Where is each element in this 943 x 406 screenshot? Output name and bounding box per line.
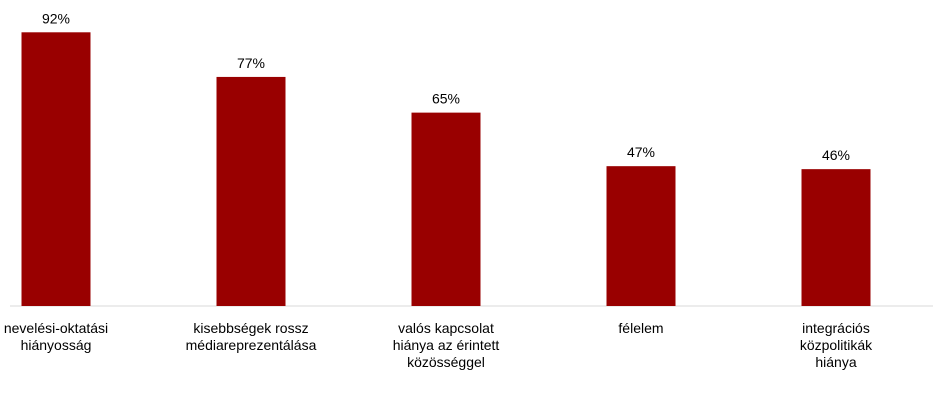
category-label-5: integrációs közpolitikák hiánya [799, 320, 873, 370]
bar-1 [21, 32, 91, 307]
category-label-4: félelem [618, 320, 664, 336]
bar-3 [411, 112, 481, 306]
data-label-4: 47% [627, 144, 655, 160]
category-label-3: valós kapcsolat hiánya az érintett közös… [392, 320, 500, 370]
data-label-3: 65% [432, 91, 460, 107]
data-label-2: 77% [237, 55, 265, 71]
bar-4 [606, 166, 676, 306]
bar-2 [216, 76, 286, 306]
data-label-5: 46% [822, 147, 850, 163]
bar-5 [801, 169, 871, 306]
data-label-1: 92% [42, 10, 70, 26]
category-label-1: nevelési-oktatási hiányosság [3, 320, 109, 353]
category-label-2: kisebbségek rossz médiareprezentálása [185, 320, 317, 353]
